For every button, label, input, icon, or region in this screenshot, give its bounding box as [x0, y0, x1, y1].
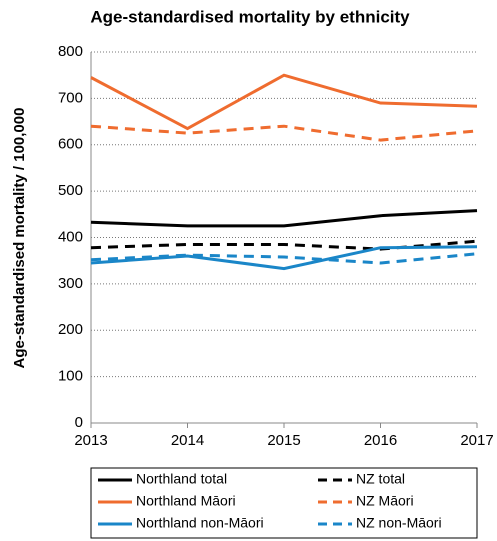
- y-tick-label: 200: [58, 321, 83, 338]
- series-line: [90, 239, 478, 251]
- x-tick-label: 2015: [267, 432, 300, 449]
- legend-label: Northland total: [136, 471, 227, 487]
- legend-label: NZ non-Māori: [356, 515, 442, 531]
- series-line: [90, 245, 478, 271]
- y-axis-label: Age-standardised mortality / 100,000: [11, 108, 28, 369]
- y-tick-label: 600: [58, 136, 83, 153]
- series-line: [90, 124, 478, 142]
- y-tick-label: 0: [75, 414, 83, 431]
- legend-box: [90, 467, 478, 539]
- legend-label: Northland non-Māori: [136, 515, 264, 531]
- x-tick-label: 2017: [460, 432, 493, 449]
- series-line: [90, 252, 478, 265]
- series-line: [90, 209, 478, 228]
- legend-label: NZ Māori: [356, 493, 414, 509]
- legend-label: NZ total: [356, 471, 405, 487]
- x-tick-label: 2013: [74, 432, 107, 449]
- legend-label: Northland Māori: [136, 493, 236, 509]
- x-tick-label: 2016: [364, 432, 397, 449]
- x-tick-label: 2014: [171, 432, 204, 449]
- y-tick-label: 800: [58, 43, 83, 60]
- y-tick-label: 300: [58, 275, 83, 292]
- series-line: [90, 73, 478, 131]
- y-tick-label: 500: [58, 182, 83, 199]
- y-tick-label: 100: [58, 368, 83, 385]
- chart-title: Age-standardised mortality by ethnicity: [90, 7, 410, 26]
- y-tick-label: 700: [58, 89, 83, 106]
- y-tick-label: 400: [58, 228, 83, 245]
